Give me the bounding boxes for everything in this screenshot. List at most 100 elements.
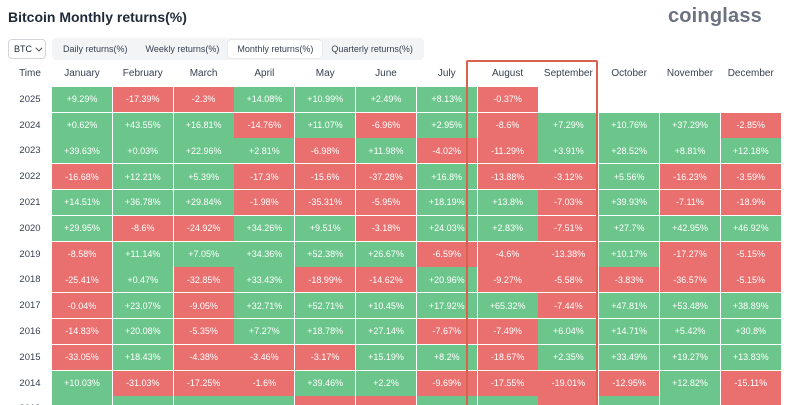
return-cell: -5.95%: [355, 189, 416, 215]
return-cell: +13.83%: [720, 344, 781, 370]
return-cell: -6.98%: [295, 138, 356, 164]
year-label: 2016: [19, 325, 41, 337]
return-cell: -8.6%: [112, 215, 173, 241]
tab-quarterly-returns[interactable]: Quarterly returns(%): [331, 44, 413, 54]
return-cell: +47.81%: [599, 293, 660, 319]
return-cell: -18.67%: [477, 344, 538, 370]
table-row: 2022 -16.68% +12.21% +5.39% -17.3% -15.6% -37.…: [8, 164, 782, 190]
column-header-october: October: [611, 68, 647, 79]
coin-select-value: BTC: [14, 44, 32, 54]
return-cell: -14.83%: [52, 318, 112, 344]
return-cell: +18.19%: [416, 189, 477, 215]
year-label: 2015: [19, 351, 41, 363]
return-cell: -4.02%: [416, 138, 477, 164]
table-header-row: Time January February March April May June July…: [8, 61, 782, 86]
return-cell: +8.13%: [416, 86, 477, 112]
return-cell: +16.81%: [173, 112, 234, 138]
table-row: 2014 +10.03% -31.03% -17.25% -1.6% +39.46% +2.…: [8, 370, 782, 396]
return-cell: -29.89%: [355, 396, 416, 405]
return-cell: +2.35%: [538, 344, 599, 370]
return-cell: -7.11%: [659, 189, 720, 215]
return-cell: -25.41%: [52, 267, 112, 293]
return-cell: +5.56%: [599, 164, 660, 190]
return-cell: -3.46%: [234, 344, 295, 370]
table-row: 2016 -14.83% +20.08% -5.35% +7.27% +18.78% +27…: [8, 318, 782, 344]
table-row: 2013+44.05%+61.77%+172.76%+50.01%-8.56%-…: [8, 396, 782, 405]
return-cell: -16.23%: [659, 164, 720, 190]
return-cell: -3.83%: [599, 267, 660, 293]
tab-daily-returns[interactable]: Daily returns(%): [63, 44, 128, 54]
tab-monthly-returns[interactable]: Monthly returns(%): [228, 40, 323, 58]
return-cell: -8.56%: [295, 396, 356, 405]
return-cell: +14.08%: [234, 86, 295, 112]
return-cell: -3.12%: [538, 164, 599, 190]
year-label: 2018: [19, 274, 41, 286]
return-cell: +23.07%: [112, 293, 173, 319]
return-cell: -1.98%: [234, 189, 295, 215]
return-cell: +34.36%: [234, 241, 295, 267]
return-cell: +6.04%: [538, 318, 599, 344]
return-cell: +0.47%: [112, 267, 173, 293]
return-cell: -8.6%: [477, 112, 538, 138]
table-row: 2018 -25.41% +0.47% -32.85% +33.43% -18.99% -1…: [8, 267, 782, 293]
return-cell: [538, 87, 598, 112]
return-cell: -7.51%: [538, 215, 599, 241]
table-row: 2017 -0.04% +23.07% -9.05% +32.71% +52.71% +10…: [8, 293, 782, 319]
year-label: 2024: [19, 119, 41, 131]
return-cell: +42.95%: [659, 215, 720, 241]
return-cell: +13.8%: [477, 189, 538, 215]
return-cell: +53.48%: [659, 293, 720, 319]
return-cell: -7.03%: [538, 189, 599, 215]
year-label: 2020: [19, 222, 41, 234]
table-row: 2020 +29.95% -8.6% -24.92% +34.26% +9.51% -3.1…: [8, 215, 782, 241]
year-label: 2017: [19, 300, 41, 312]
column-header-time: Time: [19, 68, 41, 79]
return-cell: +11.98%: [355, 138, 416, 164]
return-cell: -31.03%: [112, 370, 173, 396]
return-cell: +9.6%: [416, 396, 477, 405]
tab-weekly-returns[interactable]: Weekly returns(%): [145, 44, 220, 54]
return-cell: +7.27%: [234, 318, 295, 344]
return-cell: -17.3%: [234, 164, 295, 190]
return-cell: -33.05%: [52, 344, 112, 370]
coin-select[interactable]: BTC: [8, 39, 46, 59]
return-cell: -3.59%: [720, 164, 781, 190]
return-cell: -13.88%: [477, 164, 538, 190]
return-cell: +15.19%: [355, 344, 416, 370]
return-cell: +7.05%: [173, 241, 234, 267]
return-cell: +65.32%: [477, 293, 538, 319]
return-cell: +30.42%: [477, 396, 538, 405]
return-cell: +32.71%: [234, 293, 295, 319]
return-cell: +2.95%: [416, 112, 477, 138]
year-label: 2021: [19, 196, 41, 208]
return-cell: +10.99%: [295, 86, 356, 112]
return-cell: +52.38%: [295, 241, 356, 267]
return-cell: +22.96%: [173, 138, 234, 164]
return-cell: -17.39%: [112, 86, 173, 112]
return-cell: +20.96%: [416, 267, 477, 293]
column-header-april: April: [254, 68, 275, 79]
return-cell: -34.81%: [720, 396, 781, 405]
return-cell: +26.67%: [355, 241, 416, 267]
return-cell: +27.7%: [599, 215, 660, 241]
return-cell: +2.49%: [355, 86, 416, 112]
return-cell: -9.69%: [416, 370, 477, 396]
return-cell: -4.6%: [477, 241, 538, 267]
return-cell: [660, 87, 720, 112]
return-cell: -13.38%: [538, 241, 599, 267]
return-cell: -0.04%: [52, 293, 112, 319]
return-cell: +38.89%: [720, 293, 781, 319]
return-cell: +34.26%: [234, 215, 295, 241]
return-cell: +20.08%: [112, 318, 173, 344]
return-cell: +18.78%: [295, 318, 356, 344]
table-row: 2023 +39.63% +0.03% +22.96% +2.81% -6.98% +11.…: [8, 138, 782, 164]
return-cell: -5.35%: [173, 318, 234, 344]
column-header-september: September: [543, 68, 593, 79]
return-cell: [599, 87, 659, 112]
return-cell: +46.92%: [720, 215, 781, 241]
return-cell: +43.55%: [112, 112, 173, 138]
return-cell: +60.79%: [599, 396, 660, 405]
return-cell: -0.37%: [477, 86, 538, 112]
return-cell: +19.27%: [659, 344, 720, 370]
return-cell: +10.17%: [599, 241, 660, 267]
